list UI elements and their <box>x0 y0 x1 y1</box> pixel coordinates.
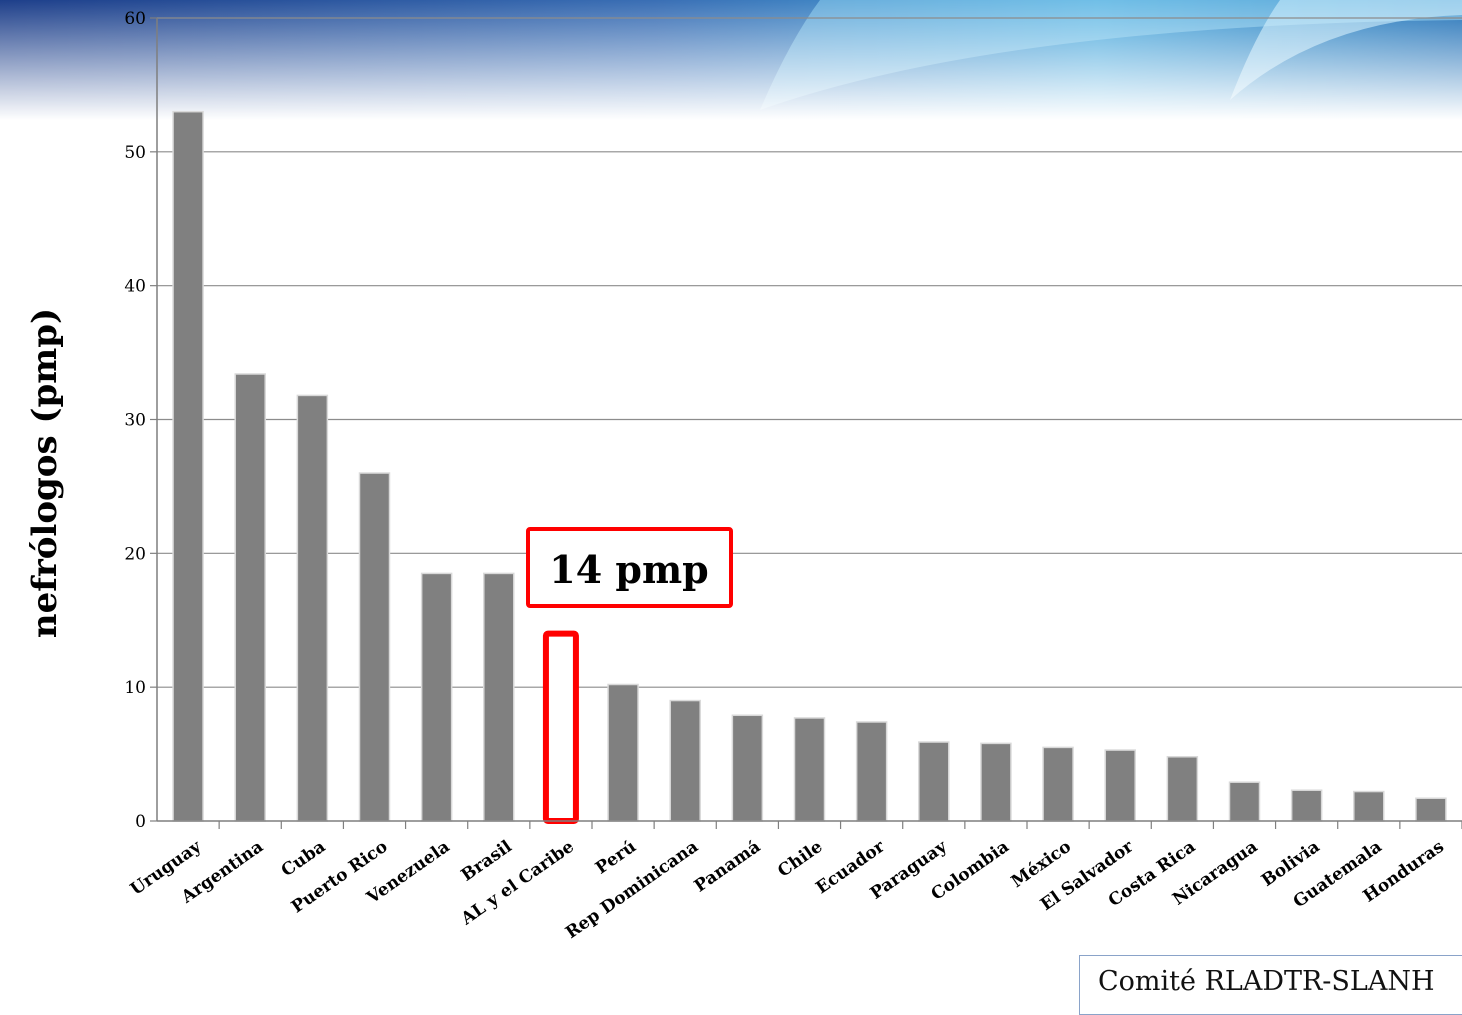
x-tick-label: AL y el Caribe <box>457 837 578 930</box>
bar-highlight <box>542 630 579 825</box>
header-banner <box>0 0 1462 120</box>
y-tick-label: 30 <box>124 411 146 431</box>
bar <box>731 714 764 822</box>
source-note: Comité RLADTR-SLANH <box>1079 955 1462 1015</box>
y-tick-label: 0 <box>135 812 146 832</box>
y-tick-label: 40 <box>124 277 146 297</box>
bar <box>918 741 950 822</box>
bar <box>296 394 329 822</box>
gridlines <box>157 17 1462 688</box>
x-tick-label: Cuba <box>278 837 329 881</box>
bar <box>1353 790 1385 822</box>
bar <box>1415 797 1447 822</box>
bar <box>1290 789 1323 822</box>
bar <box>1042 746 1074 822</box>
bars <box>172 110 1447 825</box>
bar <box>172 110 204 822</box>
bar <box>234 373 266 822</box>
x-tick-label: Perú <box>592 837 640 879</box>
y-tick-label: 20 <box>124 544 146 564</box>
bar <box>607 683 639 822</box>
bar <box>1228 781 1261 822</box>
bar <box>669 699 701 822</box>
annotation-box: 14 pmp <box>526 527 733 608</box>
bar <box>483 572 515 822</box>
bar <box>1166 756 1199 822</box>
y-axis-label: nefrólogos (pmp) <box>25 308 65 638</box>
bar <box>980 742 1012 822</box>
bar <box>1104 749 1136 822</box>
bar <box>420 572 453 822</box>
annotation-label: 14 pmp <box>549 547 708 592</box>
y-tick-label: 50 <box>124 143 146 163</box>
bar <box>855 721 888 822</box>
y-axis-ticks: 0 10 20 30 40 50 60 <box>124 9 157 832</box>
bar <box>793 717 826 822</box>
x-tick-label: Chile <box>774 837 826 882</box>
x-tick-label: Panamá <box>691 837 765 897</box>
y-tick-label: 10 <box>124 678 146 698</box>
bar <box>358 472 391 822</box>
y-tick-label: 60 <box>124 9 146 29</box>
